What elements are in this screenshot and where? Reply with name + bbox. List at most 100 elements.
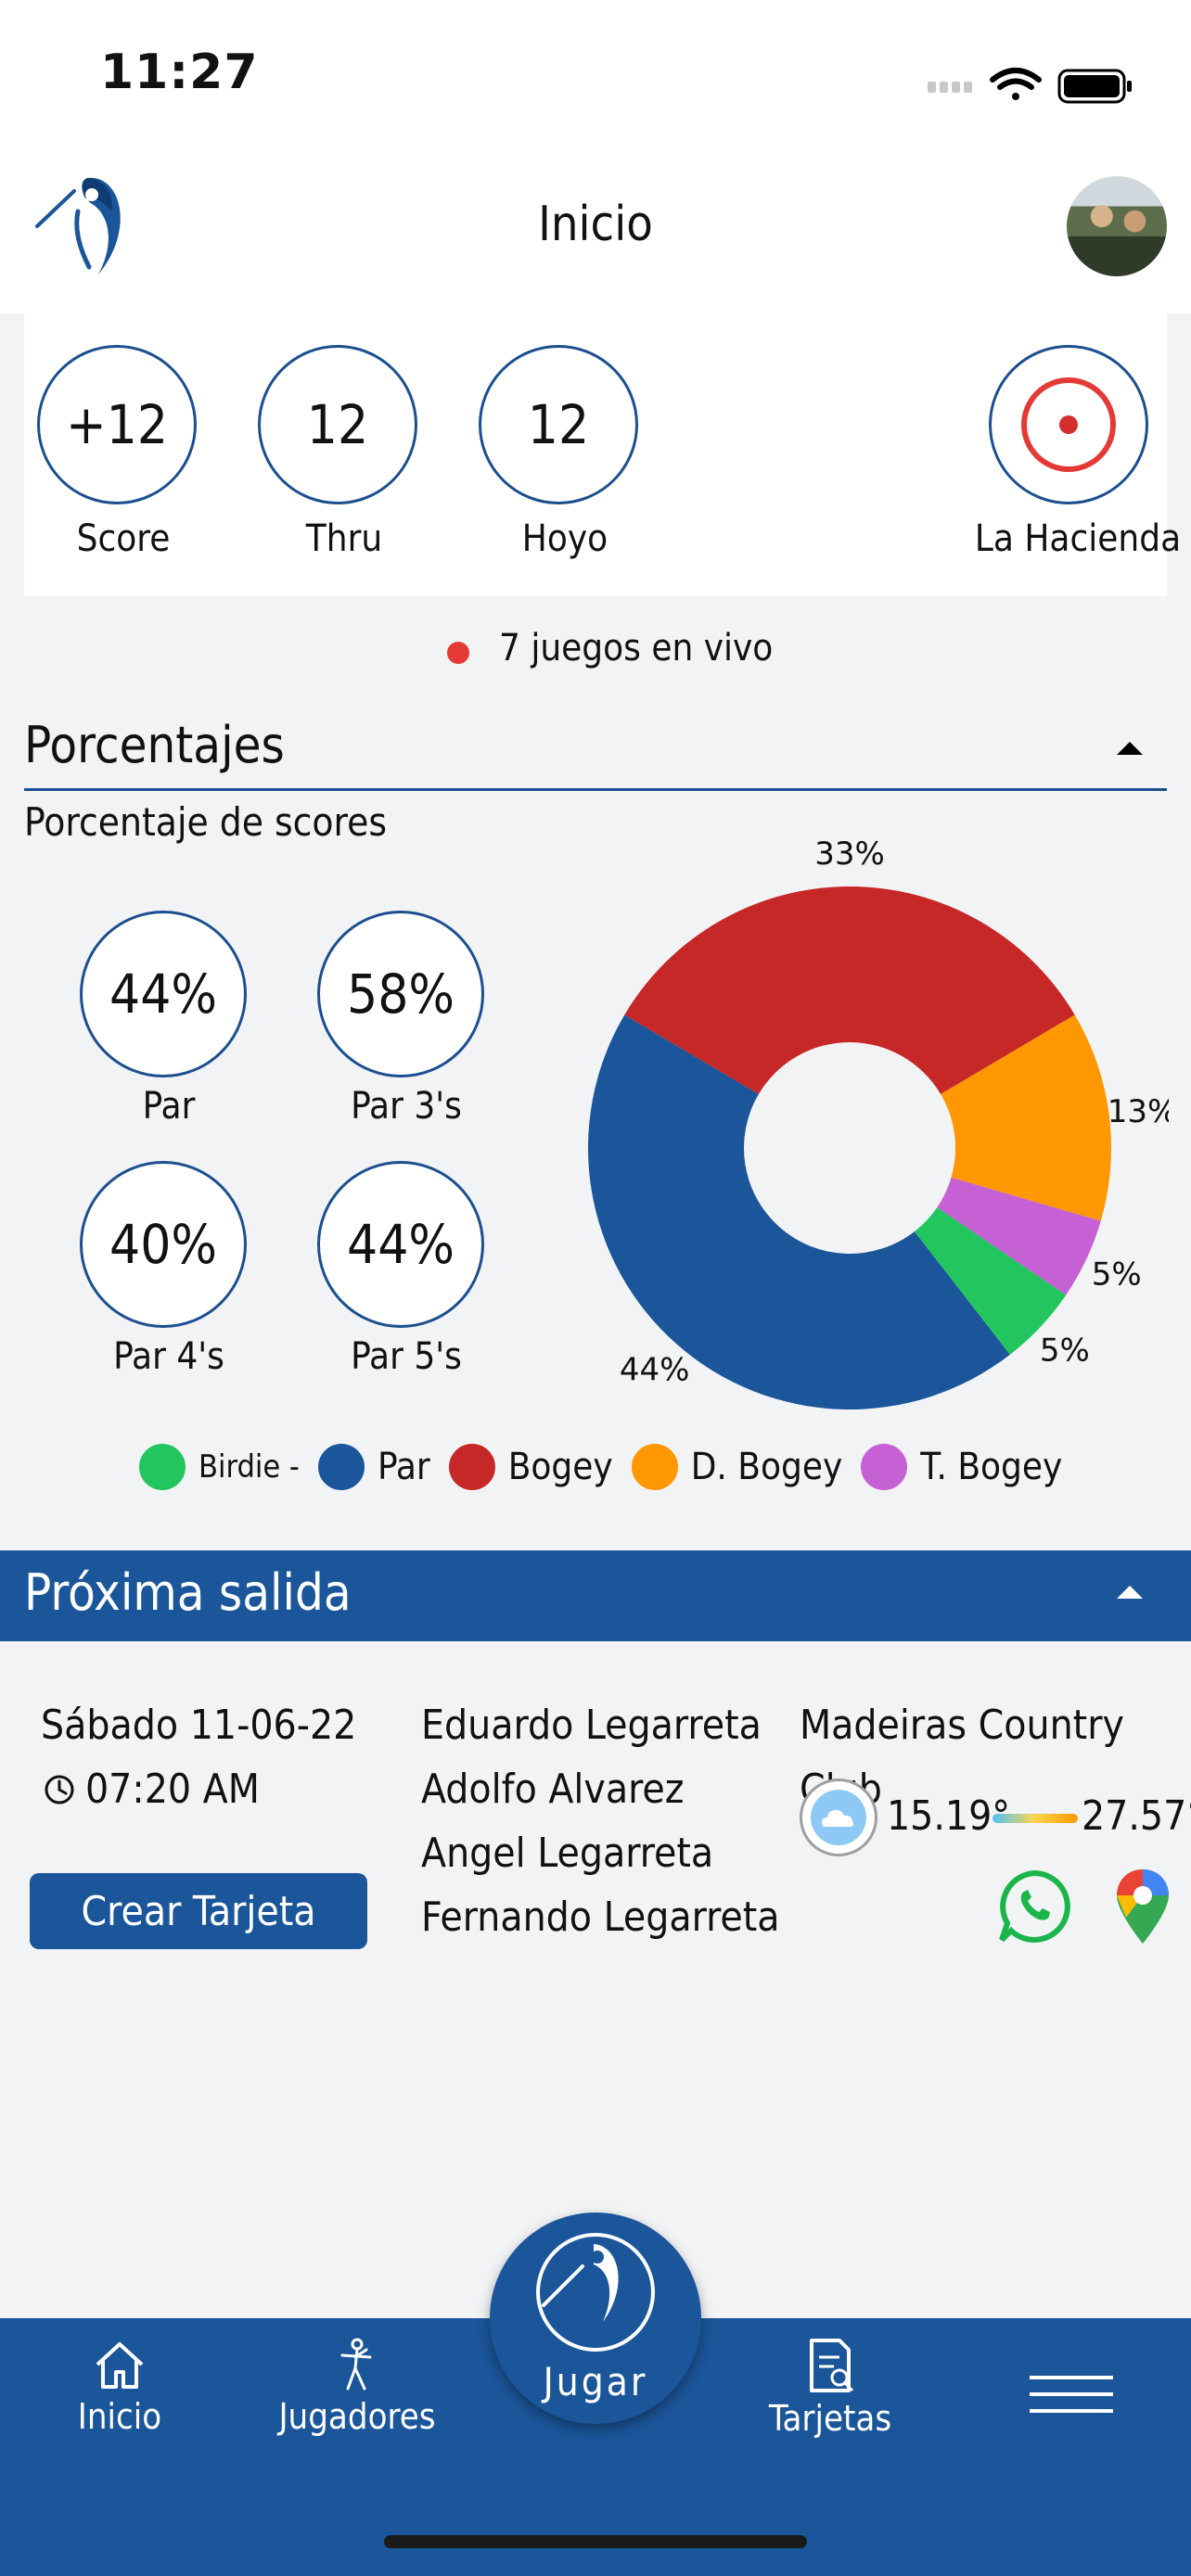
percent-sign-icon: % bbox=[408, 1213, 455, 1276]
donut-slice-bogey bbox=[624, 886, 1075, 1094]
nav-label: Tarjetas bbox=[768, 2398, 892, 2439]
collapse-percentages-icon[interactable] bbox=[1113, 738, 1146, 759]
score-value: +12 bbox=[65, 393, 169, 456]
home-indicator bbox=[384, 2535, 807, 2548]
pct-par3-label: Par 3's bbox=[351, 1085, 462, 1128]
percent-sign-icon: % bbox=[171, 1213, 217, 1276]
player-name: Angel Legarreta bbox=[421, 1830, 714, 1877]
live-games-link[interactable]: 7 juegos en vivo bbox=[499, 627, 774, 670]
next-tee-title: Próxima salida bbox=[24, 1563, 352, 1622]
legend-item: Birdie - bbox=[139, 1444, 300, 1490]
home-icon bbox=[96, 2342, 144, 2389]
pct-par-value: 44 bbox=[109, 963, 172, 1026]
pct-par5-ring: 44 % bbox=[317, 1161, 484, 1328]
donut-slice-label: 33% bbox=[814, 835, 885, 873]
hole-ring: 12 bbox=[479, 345, 638, 504]
status-icons bbox=[928, 68, 1132, 104]
live-dot-icon bbox=[447, 642, 469, 664]
temp-range-bar bbox=[992, 1814, 1078, 1823]
player-name: Eduardo Legarreta bbox=[421, 1702, 762, 1749]
hole-value: 12 bbox=[527, 393, 590, 456]
legend-label: D. Bogey bbox=[690, 1446, 843, 1488]
donut-slice-label: 44% bbox=[620, 1352, 690, 1389]
whatsapp-icon[interactable] bbox=[996, 1868, 1074, 1945]
donut-slice-d-bogey bbox=[941, 1014, 1111, 1221]
status-time: 11:27 bbox=[100, 45, 259, 100]
legend-swatch bbox=[139, 1444, 186, 1490]
clock-icon bbox=[45, 1775, 74, 1804]
percentages-subtitle: Porcentaje de scores bbox=[24, 799, 388, 845]
legend-label: Par bbox=[377, 1446, 430, 1488]
play-button[interactable] bbox=[490, 2213, 701, 2424]
percent-sign-icon: % bbox=[171, 963, 217, 1026]
pct-par4-label: Par 4's bbox=[113, 1335, 224, 1378]
cloud-icon bbox=[811, 1790, 866, 1845]
chart-legend: Birdie - Par Bogey D. Bogey T. Bogey bbox=[139, 1439, 1081, 1495]
legend-label: T. Bogey bbox=[920, 1446, 1063, 1488]
pct-par-label: Par bbox=[142, 1085, 196, 1128]
hole-label: Hoyo bbox=[521, 517, 608, 560]
pct-par-ring: 44 % bbox=[80, 911, 247, 1078]
app-logo-icon[interactable] bbox=[33, 174, 126, 278]
wifi-icon bbox=[990, 68, 1042, 100]
score-label: Score bbox=[76, 517, 171, 560]
pct-par4-ring: 40 % bbox=[80, 1161, 247, 1328]
pct-par5-label: Par 5's bbox=[351, 1335, 462, 1378]
nav-item-jugadores[interactable]: Jugadores bbox=[278, 2337, 436, 2437]
user-avatar[interactable] bbox=[1067, 176, 1167, 276]
top-bar bbox=[0, 0, 1191, 313]
weather-badge bbox=[800, 1779, 877, 1856]
temp-min: 15.19° bbox=[887, 1792, 1011, 1840]
legend-swatch bbox=[448, 1444, 495, 1490]
donut-slice-par bbox=[588, 1014, 1010, 1409]
score-ring: +12 bbox=[37, 345, 197, 504]
legend-label: Bogey bbox=[507, 1446, 613, 1488]
legend-label: Birdie - bbox=[198, 1448, 300, 1486]
donut-slice-birdie bbox=[914, 1207, 1067, 1355]
pct-par5-value: 44 bbox=[347, 1213, 409, 1276]
golfer-icon bbox=[340, 2338, 372, 2391]
course-ring[interactable] bbox=[989, 345, 1148, 504]
section-divider bbox=[24, 788, 1167, 791]
percent-sign-icon: % bbox=[408, 963, 455, 1026]
battery-icon bbox=[1057, 69, 1132, 104]
create-card-button[interactable]: Crear Tarjeta bbox=[30, 1873, 367, 1949]
pct-par4-value: 40 bbox=[109, 1213, 172, 1276]
donut-slice-label: 5% bbox=[1092, 1256, 1142, 1293]
course-name: La Hacienda bbox=[974, 517, 1182, 560]
nav-label: Jugadores bbox=[278, 2396, 436, 2437]
temp-max: 27.57° bbox=[1082, 1792, 1191, 1840]
player-name: Adolfo Alvarez bbox=[421, 1766, 685, 1813]
legend-swatch bbox=[861, 1444, 908, 1490]
legend-item: Par bbox=[317, 1444, 430, 1490]
signal-icon bbox=[928, 82, 972, 93]
thru-label: Thru bbox=[305, 517, 383, 560]
tee-date: Sábado 11-06-22 bbox=[41, 1702, 357, 1749]
next-tee-bar bbox=[0, 1550, 1191, 1641]
legend-swatch bbox=[317, 1444, 365, 1490]
golf-logo-icon bbox=[536, 2233, 655, 2352]
legend-item: T. Bogey bbox=[861, 1444, 1062, 1490]
thru-value: 12 bbox=[306, 393, 369, 456]
donut-slice-t-bogey bbox=[937, 1177, 1101, 1295]
menu-icon[interactable] bbox=[1028, 2374, 1115, 2415]
donut-slice-label: 5% bbox=[1040, 1333, 1090, 1370]
nav-label: Inicio bbox=[77, 2396, 162, 2437]
nav-item-tarjetas[interactable]: Tarjetas bbox=[761, 2337, 900, 2439]
legend-item: Bogey bbox=[448, 1444, 613, 1490]
pct-par3-value: 58 bbox=[347, 963, 409, 1026]
tee-time: 07:20 AM bbox=[85, 1766, 260, 1813]
legend-swatch bbox=[631, 1444, 678, 1490]
map-pin-icon[interactable] bbox=[1113, 1866, 1172, 1947]
legend-item: D. Bogey bbox=[631, 1444, 843, 1490]
thru-ring: 12 bbox=[258, 345, 417, 504]
pct-par3-ring: 58 % bbox=[317, 911, 484, 1078]
percentages-title: Porcentajes bbox=[24, 716, 285, 774]
play-label: Jugar bbox=[543, 2359, 648, 2404]
collapse-next-tee-icon[interactable] bbox=[1113, 1582, 1146, 1602]
player-name: Fernando Legarreta bbox=[421, 1894, 780, 1941]
scorecard-icon bbox=[810, 2339, 854, 2392]
page-title: Inicio bbox=[538, 197, 653, 252]
nav-item-inicio[interactable]: Inicio bbox=[50, 2337, 189, 2437]
donut-slice-label: 13% bbox=[1108, 1093, 1169, 1130]
